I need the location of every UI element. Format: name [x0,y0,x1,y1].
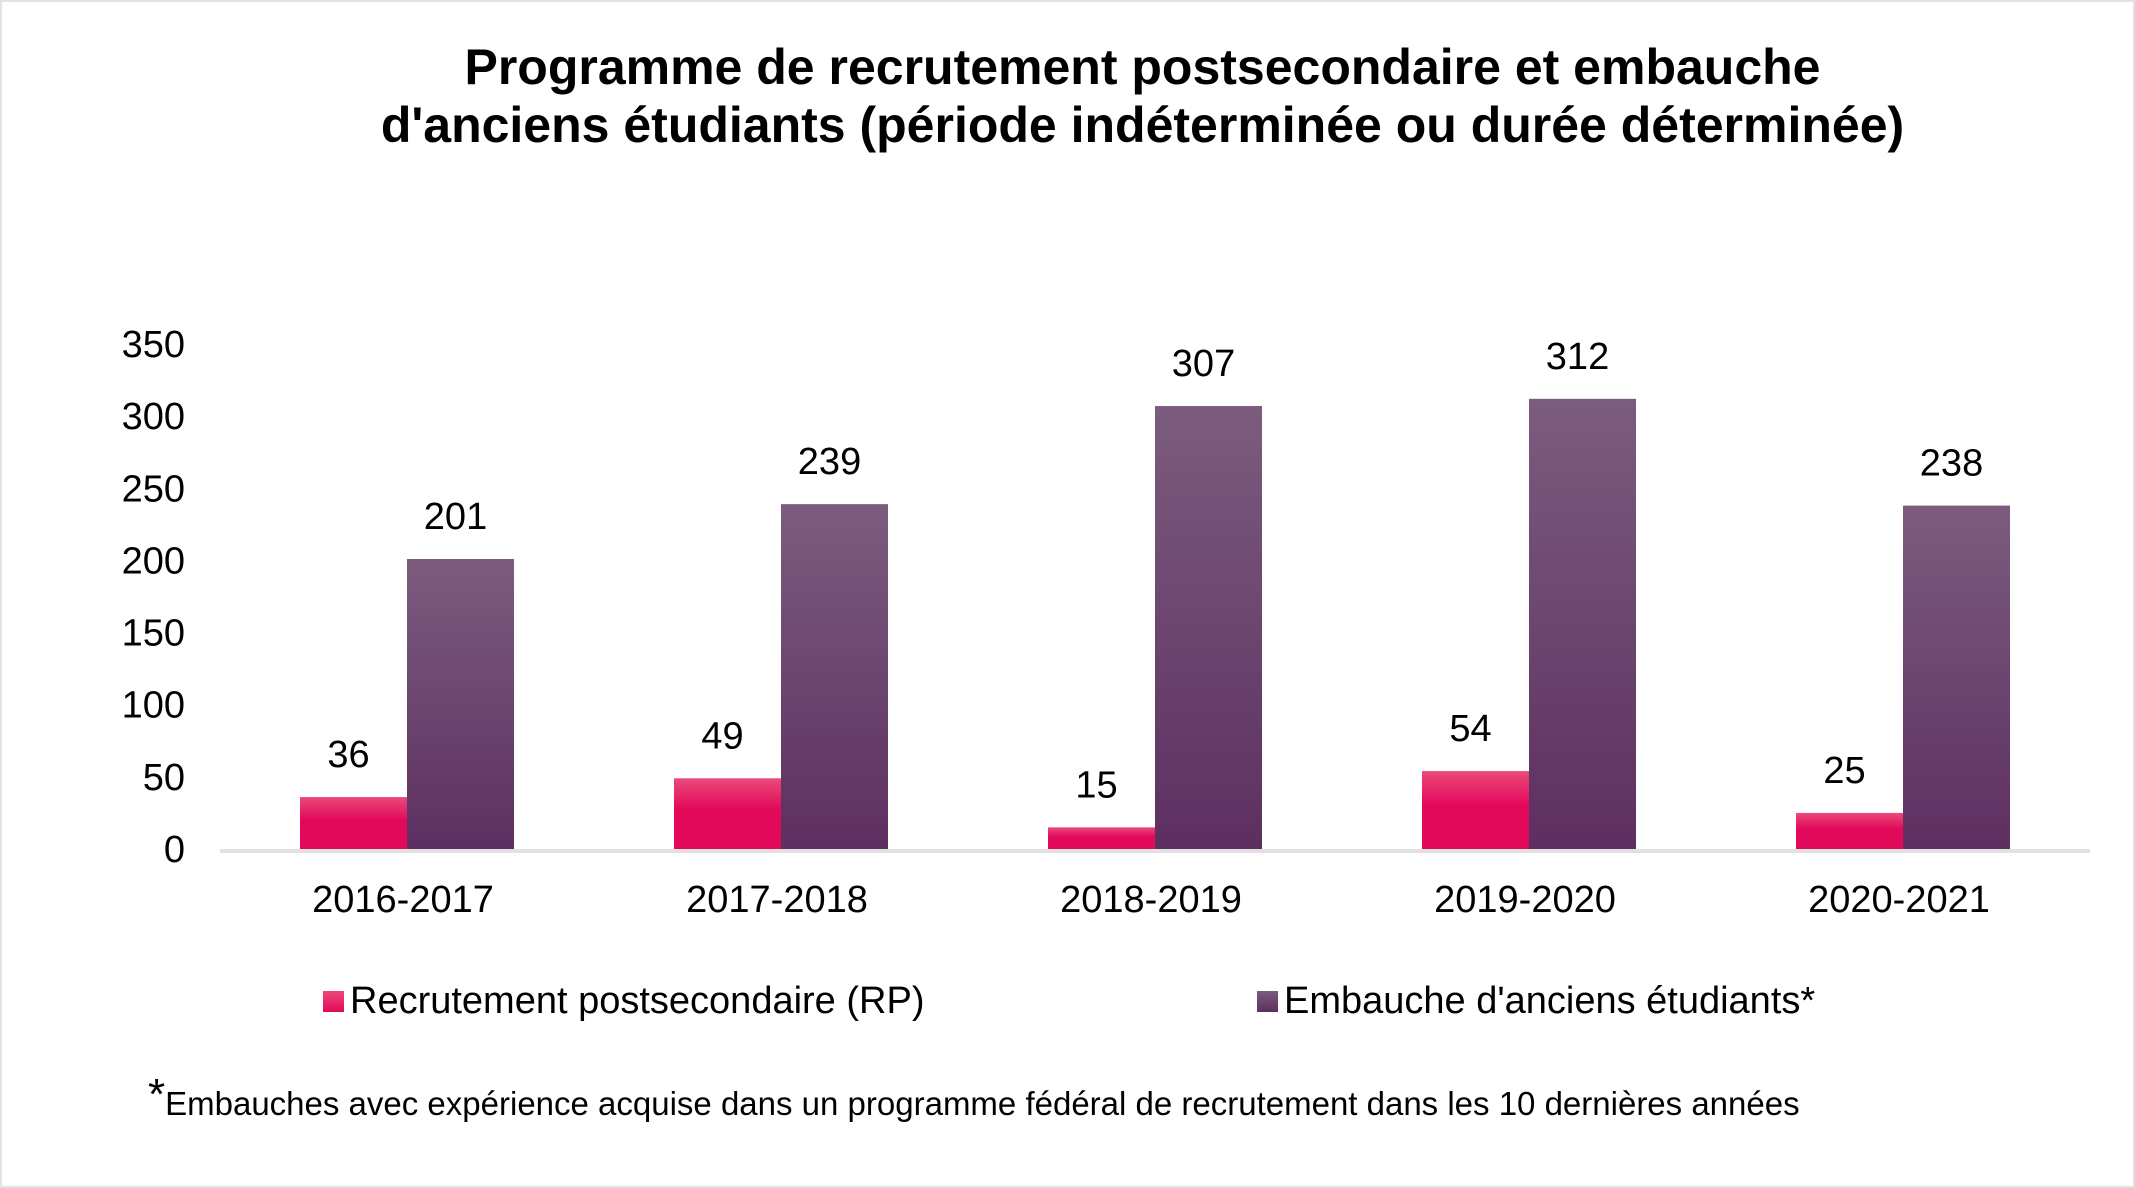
footnote: *Embauches avec expérience acquise dans … [148,1070,1800,1123]
legend-label-rp: Recrutement postsecondaire (RP) [350,980,925,1022]
data-label-anciens: 307 [1172,343,1235,385]
data-label-rp: 15 [1075,764,1117,806]
legend-swatch-rp [323,991,344,1012]
x-tick-label: 2016-2017 [312,879,494,921]
legend-swatch-anciens [1257,991,1278,1012]
y-tick-label: 300 [122,396,185,438]
data-label-rp: 49 [701,715,743,757]
bar-anciens [781,504,888,849]
bar-rp [1048,827,1155,849]
data-labels-group: 36 201 49 239 15 307 54 312 25 238 [327,336,1983,807]
y-axis: 0 50 100 150 200 250 300 350 [122,324,185,871]
data-label-anciens: 312 [1546,336,1609,378]
y-tick-label: 100 [122,685,185,727]
y-tick-label: 250 [122,468,185,510]
data-label-anciens: 201 [424,496,487,538]
y-tick-label: 350 [122,324,185,366]
bar-anciens [407,558,514,849]
chart-title-line-2: d'anciens étudiants (période indéterminé… [380,97,1905,153]
legend-item-anciens: Embauche d'anciens étudiants* [1257,980,1815,1023]
data-label-rp: 36 [327,734,369,776]
y-tick-label: 0 [164,829,185,871]
x-tick-label: 2017-2018 [686,879,868,921]
x-axis: 2016-2017 2017-2018 2018-2019 2019-2020 2020… [220,849,2090,921]
data-label-anciens: 238 [1920,443,1983,485]
chart-title-line-1: Programme de recrutement postsecondaire … [464,39,1821,95]
y-tick-label: 200 [122,540,185,582]
bar-anciens [1903,505,2010,849]
x-tick-label: 2019-2020 [1434,879,1616,921]
bar-rp [674,778,781,849]
bars-group [300,398,2010,849]
legend-item-rp: Recrutement postsecondaire (RP) [323,980,924,1023]
y-tick-label: 150 [122,613,185,655]
data-label-rp: 54 [1449,708,1491,750]
bar-rp [300,797,407,849]
x-tick-label: 2020-2021 [1808,879,1990,921]
data-label-anciens: 239 [798,441,861,483]
chart-title: Programme de recrutement postsecondaire … [0,38,2135,154]
bar-anciens [1155,406,1262,849]
data-label-rp: 25 [1823,750,1865,792]
bar-rp [1796,812,1903,849]
legend: Recrutement postsecondaire (RP) Embauche… [0,980,2135,1030]
bar-anciens [1529,398,1636,849]
y-tick-label: 50 [143,757,185,799]
bar-rp [1422,771,1529,849]
footnote-marker: * [148,1070,166,1119]
legend-label-anciens: Embauche d'anciens étudiants* [1284,980,1816,1022]
x-tick-label: 2018-2019 [1060,879,1242,921]
footnote-text: Embauches avec expérience acquise dans u… [165,1085,1800,1122]
